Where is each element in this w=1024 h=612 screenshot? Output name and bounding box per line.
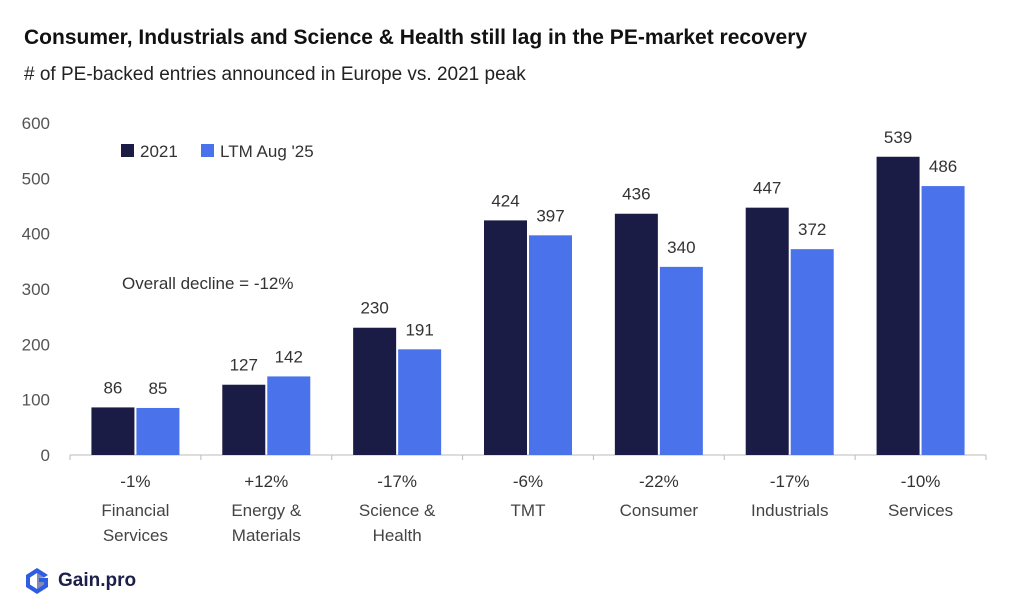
bar-series2 [398,349,442,455]
change-percent-label: -22% [639,472,679,491]
bar-series2 [136,407,180,455]
chart-title: Consumer, Industrials and Science & Heal… [24,26,808,49]
bar-series2 [529,235,572,455]
legend-swatch [121,144,134,157]
bar-series2 [267,376,311,455]
legend-label: 2021 [140,142,178,161]
x-category-label: Services [888,501,953,520]
y-tick-label: 200 [22,335,50,354]
bar-value-label: 447 [753,179,781,198]
brand-logo[interactable]: Gain.pro [22,566,136,596]
x-category-label: Health [373,526,422,545]
bar-series2 [921,186,965,455]
y-tick-label: 600 [22,114,50,133]
bar-value-label: 372 [798,220,826,239]
x-category-label: TMT [511,501,546,520]
bar-series1 [745,207,789,455]
y-tick-label: 0 [41,446,50,465]
bar-series1 [484,220,527,455]
bar-series1 [876,156,920,455]
bar-series1 [353,327,397,455]
bar-value-label: 539 [884,128,912,147]
bar-value-label: 486 [929,157,957,176]
change-percent-label: -17% [377,472,417,491]
bar-value-label: 436 [622,185,650,204]
legend-swatch [201,144,214,157]
y-tick-label: 500 [22,169,50,188]
chart-subtitle: # of PE-backed entries announced in Euro… [24,64,526,85]
bar-value-label: 85 [148,379,167,398]
x-category-label: Materials [232,526,301,545]
change-percent-label: -17% [770,472,810,491]
x-category-label: Consumer [620,501,699,520]
brand-name: Gain.pro [58,570,137,591]
overall-decline-annotation: Overall decline = -12% [122,274,294,293]
legend-label: LTM Aug '25 [220,142,314,161]
x-category-label: Industrials [751,501,828,520]
bar-value-label: 142 [275,347,303,366]
bar-series1 [614,213,658,455]
bar-value-label: 191 [405,320,433,339]
x-category-label: Financial [101,501,169,520]
bar-value-label: 424 [491,191,519,210]
bar-value-label: 230 [360,299,388,318]
bar-value-label: 127 [230,356,258,375]
bar-value-label: 397 [536,206,564,225]
change-percent-label: -1% [120,472,150,491]
x-category-label: Science & [359,501,436,520]
bar-series2 [790,249,834,455]
bar-value-label: 86 [103,378,122,397]
bar-chart: 0 100 200 300 400 500 600 86 85 -1% Financial Servi… [22,114,987,545]
bar-series2 [659,266,703,455]
change-percent-label: -6% [513,472,543,491]
bar-series1 [222,384,266,455]
bar-value-label: 340 [667,238,695,257]
change-percent-label: -10% [901,472,941,491]
y-tick-label: 300 [22,280,50,299]
bar-series1 [91,407,135,455]
y-tick-label: 100 [22,391,50,410]
x-category-label: Energy & [231,501,302,520]
change-percent-label: +12% [244,472,288,491]
y-tick-label: 400 [22,225,50,244]
gain-pro-logo-icon [26,568,48,594]
x-category-label: Services [103,526,168,545]
